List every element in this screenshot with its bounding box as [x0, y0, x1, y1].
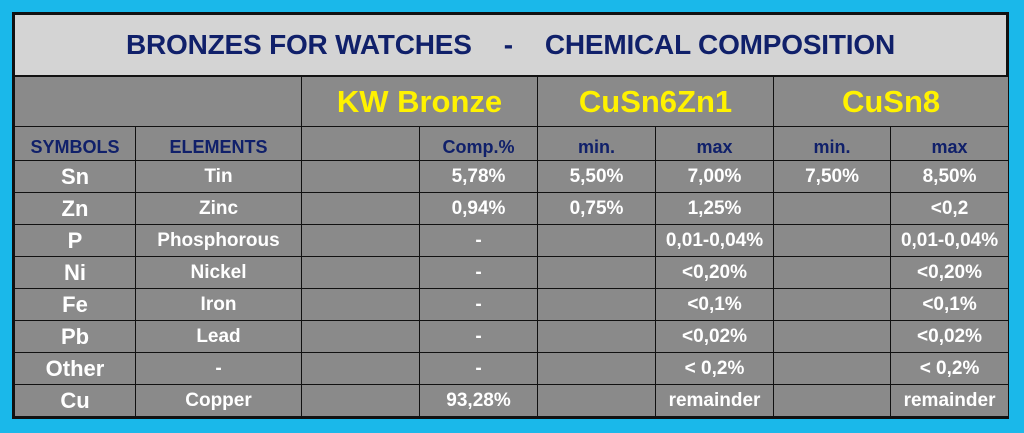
cell-element: Lead	[136, 321, 302, 353]
cell-cusn8-min	[774, 225, 892, 257]
cell-cusn6zn1-max: <0,20%	[656, 257, 775, 289]
cell-cusn8-max: <0,1%	[891, 289, 1009, 321]
composition-rows: Sn Tin 5,78% 5,50% 7,00% 7,50% 8,50% Zn Zinc 0,94…	[15, 161, 1009, 417]
cell-cusn8-max: remainder	[891, 385, 1009, 417]
cell-kw-comp: 0,94%	[420, 193, 539, 225]
alloy-header-cusn8: CuSn8	[774, 77, 1009, 127]
composition-panel: BRONZES FOR WATCHES - CHEMICAL COMPOSITI…	[12, 12, 1009, 419]
cell-element: -	[136, 353, 302, 385]
alloy-header-row: KW Bronze CuSn6Zn1 CuSn8	[15, 77, 1009, 127]
cell-cusn8-min	[774, 385, 892, 417]
cell-cusn6zn1-min: 5,50%	[538, 161, 657, 193]
cell-cusn8-max: < 0,2%	[891, 353, 1009, 385]
cell-element: Phosphorous	[136, 225, 302, 257]
cell-cusn6zn1-min: 0,75%	[538, 193, 657, 225]
cell-symbol: P	[15, 225, 136, 257]
table-row: Zn Zinc 0,94% 0,75% 1,25% <0,2	[15, 193, 1009, 225]
column-header-cusn6zn1-min: min.	[538, 127, 657, 161]
page-title: BRONZES FOR WATCHES - CHEMICAL COMPOSITI…	[15, 15, 1006, 75]
title-left: BRONZES FOR WATCHES	[126, 29, 472, 60]
cell-cusn6zn1-max: 1,25%	[656, 193, 775, 225]
column-header-cusn6zn1-max: max	[656, 127, 775, 161]
cell-kw-comp: -	[420, 321, 539, 353]
cell-cusn8-min: 7,50%	[774, 161, 892, 193]
cell-symbol: Sn	[15, 161, 136, 193]
cell-cusn6zn1-min	[538, 225, 657, 257]
cell-kw-blank	[302, 385, 420, 417]
table-row: Fe Iron - <0,1% <0,1%	[15, 289, 1009, 321]
cell-cusn6zn1-max: < 0,2%	[656, 353, 775, 385]
column-header-cusn8-max: max	[891, 127, 1009, 161]
column-header-row: SYMBOLS ELEMENTS Comp.% min. max min. ma…	[15, 127, 1009, 161]
column-header-cusn8-min: min.	[774, 127, 892, 161]
cell-kw-blank	[302, 353, 420, 385]
cell-cusn8-min	[774, 353, 892, 385]
table-row: Sn Tin 5,78% 5,50% 7,00% 7,50% 8,50%	[15, 161, 1009, 193]
title-right: CHEMICAL COMPOSITION	[544, 29, 895, 60]
cell-symbol: Pb	[15, 321, 136, 353]
cell-kw-comp: 93,28%	[420, 385, 539, 417]
cell-cusn8-min	[774, 257, 892, 289]
alloy-header-kw-bronze: KW Bronze	[302, 77, 539, 127]
cell-cusn8-min	[774, 321, 892, 353]
cell-kw-blank	[302, 225, 420, 257]
cell-symbol: Zn	[15, 193, 136, 225]
cell-cusn6zn1-max: <0,02%	[656, 321, 775, 353]
cell-kw-comp: -	[420, 289, 539, 321]
cell-symbol: Fe	[15, 289, 136, 321]
cell-kw-blank	[302, 193, 420, 225]
cell-kw-comp: -	[420, 257, 539, 289]
alloy-header-cusn6zn1: CuSn6Zn1	[538, 77, 775, 127]
table-row: Cu Copper 93,28% remainder remainder	[15, 385, 1009, 417]
cell-element: Tin	[136, 161, 302, 193]
cell-kw-blank	[302, 257, 420, 289]
composition-table: KW Bronze CuSn6Zn1 CuSn8 SYMBOLS ELEMENT…	[15, 77, 1009, 417]
table-row: Other - - < 0,2% < 0,2%	[15, 353, 1009, 385]
title-separator: -	[503, 29, 513, 60]
cell-kw-blank	[302, 289, 420, 321]
cell-cusn8-max: 0,01-0,04%	[891, 225, 1009, 257]
cell-kw-comp: -	[420, 225, 539, 257]
cell-kw-blank	[302, 321, 420, 353]
cell-cusn8-min	[774, 289, 892, 321]
cell-kw-blank	[302, 161, 420, 193]
cell-cusn8-max: 8,50%	[891, 161, 1009, 193]
column-header-elements: ELEMENTS	[136, 127, 302, 161]
cell-cusn6zn1-min	[538, 353, 657, 385]
cell-cusn8-min	[774, 193, 892, 225]
cell-symbol: Ni	[15, 257, 136, 289]
cell-element: Iron	[136, 289, 302, 321]
cell-cusn8-max: <0,20%	[891, 257, 1009, 289]
table-row: P Phosphorous - 0,01-0,04% 0,01-0,04%	[15, 225, 1009, 257]
cell-element: Zinc	[136, 193, 302, 225]
cell-kw-comp: -	[420, 353, 539, 385]
cell-symbol: Cu	[15, 385, 136, 417]
cell-cusn8-max: <0,2	[891, 193, 1009, 225]
column-header-symbols: SYMBOLS	[15, 127, 136, 161]
cell-cusn6zn1-max: 0,01-0,04%	[656, 225, 775, 257]
cell-symbol: Other	[15, 353, 136, 385]
column-header-kw-comp: Comp.%	[420, 127, 539, 161]
cell-cusn8-max: <0,02%	[891, 321, 1009, 353]
cell-kw-comp: 5,78%	[420, 161, 539, 193]
cell-cusn6zn1-min	[538, 257, 657, 289]
table-row: Ni Nickel - <0,20% <0,20%	[15, 257, 1009, 289]
cell-cusn6zn1-min	[538, 321, 657, 353]
cell-cusn6zn1-max: <0,1%	[656, 289, 775, 321]
cell-cusn6zn1-max: remainder	[656, 385, 775, 417]
column-header-kw-blank	[302, 127, 420, 161]
cell-element: Nickel	[136, 257, 302, 289]
table-row: Pb Lead - <0,02% <0,02%	[15, 321, 1009, 353]
cell-cusn6zn1-max: 7,00%	[656, 161, 775, 193]
cell-cusn6zn1-min	[538, 385, 657, 417]
cell-element: Copper	[136, 385, 302, 417]
header-blank-cell	[15, 77, 302, 127]
cell-cusn6zn1-min	[538, 289, 657, 321]
